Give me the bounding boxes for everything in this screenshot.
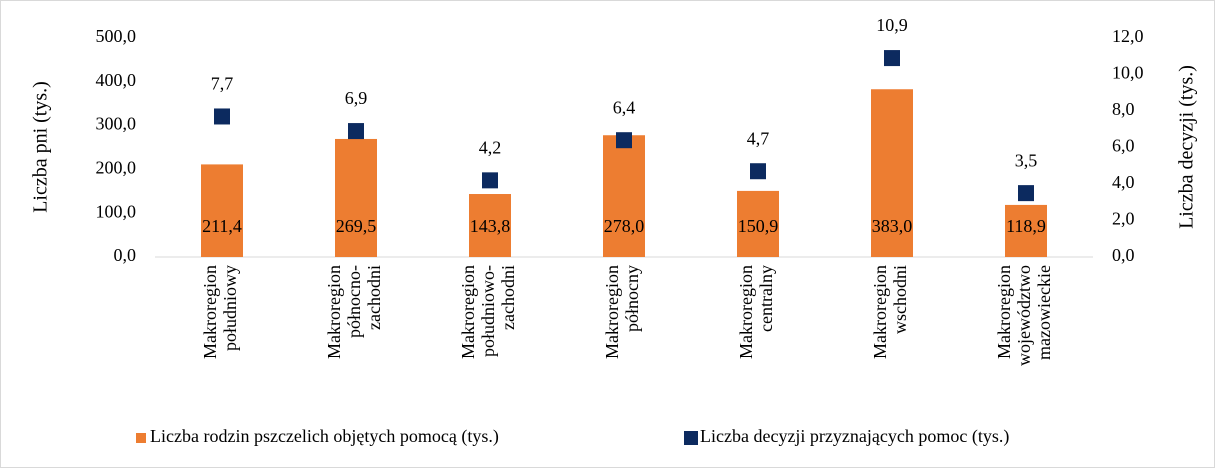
y-tick-label: 400,0 [96, 70, 137, 90]
bar-value-label: 383,0 [872, 216, 913, 236]
y2-tick-label: 12,0 [1112, 26, 1144, 46]
bar-value-label: 278,0 [604, 216, 645, 236]
marker-value-label: 7,7 [211, 74, 234, 94]
bar-value-label: 118,9 [1006, 216, 1046, 236]
marker [482, 172, 498, 189]
bar [737, 190, 779, 257]
y-tick-label: 200,0 [96, 158, 137, 178]
y2-axis-title: Liczba decyzji (tys.) [1176, 65, 1198, 229]
bar [201, 164, 243, 257]
bar-value-label: 211,4 [202, 216, 242, 236]
marker [348, 123, 364, 140]
x-tick-label: Makroregion [324, 265, 344, 359]
bar [335, 138, 377, 257]
legend-label: Liczba rodzin pszczelich objętych pomocą… [150, 426, 499, 447]
y2-tick-label: 10,0 [1112, 63, 1144, 83]
marker-value-label: 6,9 [345, 88, 368, 108]
bar [469, 194, 511, 257]
x-tick-label: południowy [220, 265, 240, 351]
x-tick-label: wschodni [890, 265, 910, 334]
x-tick-label: Makroregion [200, 265, 220, 359]
bar [871, 89, 913, 257]
marker-value-label: 6,4 [613, 97, 636, 117]
x-tick-label: północno- [344, 265, 364, 338]
marker [214, 108, 230, 125]
x-tick-label: centralny [756, 265, 776, 332]
y-tick-label: 500,0 [96, 26, 137, 46]
x-tick-label: Makroregion [736, 265, 756, 359]
marker-value-label: 4,2 [479, 137, 502, 157]
x-tick-label: Makroregion [602, 265, 622, 359]
y-tick-label: 300,0 [96, 114, 137, 134]
y2-tick-label: 4,0 [1112, 172, 1135, 192]
x-tick-label: zachodni [498, 265, 518, 330]
bar-value-label: 269,5 [336, 216, 377, 236]
x-tick-label: północny [622, 265, 642, 332]
x-tick-label: południowo- [478, 265, 498, 357]
legend-swatch [684, 431, 698, 445]
x-tick-label: Makroregion [994, 265, 1014, 359]
y2-tick-label: 0,0 [1112, 245, 1135, 265]
marker [884, 50, 900, 67]
marker [750, 163, 766, 180]
x-tick-label: mazowieckie [1034, 265, 1054, 360]
marker-value-label: 10,9 [876, 15, 908, 35]
marker [1018, 185, 1034, 202]
y2-tick-label: 6,0 [1112, 136, 1135, 156]
y2-tick-label: 8,0 [1112, 99, 1135, 119]
legend-swatch [136, 433, 146, 443]
marker-value-label: 4,7 [747, 128, 770, 148]
x-tick-label: zachodni [364, 265, 384, 330]
bar-value-label: 150,9 [738, 216, 779, 236]
y-tick-label: 0,0 [114, 245, 137, 265]
x-tick-label: Makroregion [870, 265, 890, 359]
bar [1005, 204, 1047, 257]
y2-tick-label: 2,0 [1112, 209, 1135, 229]
y-axis-title: Liczba pni (tys.) [30, 81, 52, 213]
marker-value-label: 3,5 [1015, 150, 1038, 170]
y-tick-label: 100,0 [96, 201, 137, 221]
x-tick-label: Makroregion [458, 265, 478, 359]
marker [616, 132, 632, 149]
legend-label: Liczba decyzji przyznających pomoc (tys.… [700, 426, 1009, 447]
x-tick-label: województwo [1014, 265, 1034, 366]
bar [603, 135, 645, 257]
bar-value-label: 143,8 [470, 216, 511, 236]
